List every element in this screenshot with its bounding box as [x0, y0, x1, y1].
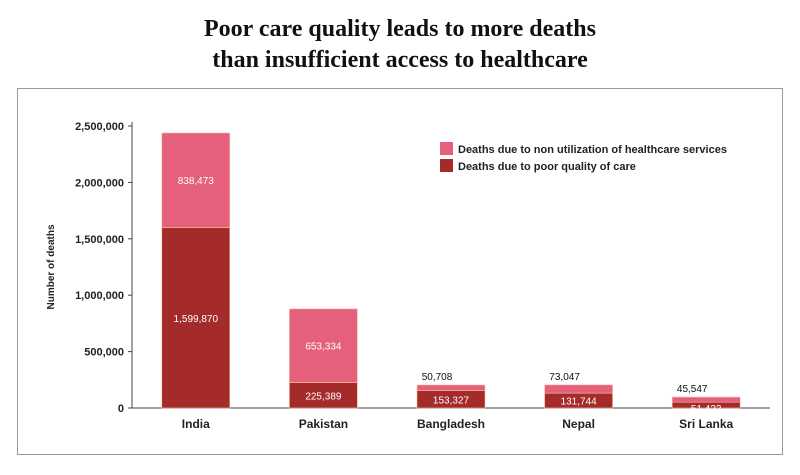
bar-segment	[161, 227, 231, 409]
y-tick-label: 2,500,000	[75, 121, 124, 133]
bar-value-label: 45,547	[677, 384, 708, 395]
bar-segment	[416, 384, 486, 392]
legend-label: Deaths due to poor quality of care	[458, 161, 636, 173]
y-tick-label: 2,000,000	[75, 177, 124, 189]
bar-segment	[289, 382, 358, 409]
chart-title: Poor care quality leads to more deaths t…	[0, 14, 800, 76]
y-tick-label: 500,000	[84, 347, 124, 359]
bar-value-label: 225,389	[305, 391, 342, 402]
x-category-label: India	[182, 417, 210, 431]
x-category-label: Bangladesh	[417, 417, 485, 431]
bar-value-label: 653,334	[305, 342, 342, 353]
bar-segment	[671, 396, 741, 403]
legend-swatch	[440, 142, 453, 155]
y-tick-label: 0	[118, 403, 124, 415]
bar-value-label: 50,708	[422, 372, 453, 383]
x-category-label: Nepal	[562, 417, 595, 431]
chart-title-line-2: than insufficient access to healthcare	[212, 47, 588, 73]
bar-segment	[544, 384, 613, 394]
y-tick-label: 1,000,000	[75, 290, 124, 302]
x-category-label: Sri Lanka	[679, 417, 733, 431]
bar-value-label: 838,473	[178, 176, 215, 187]
chart-frame	[17, 88, 783, 455]
y-tick-label: 1,500,000	[75, 234, 124, 246]
legend-label: Deaths due to non utilization of healthc…	[458, 144, 727, 156]
bar-value-label: 131,744	[561, 397, 598, 408]
bar-segment	[289, 308, 358, 383]
bar-value-label: 73,047	[549, 372, 580, 383]
bar-value-label: 1,599,870	[174, 314, 219, 325]
chart-title-line-1: Poor care quality leads to more deaths	[204, 16, 596, 42]
bar-value-label: 51,422	[691, 404, 722, 415]
y-axis-title: Number of deaths	[46, 224, 57, 309]
bar-value-label: 153,327	[433, 395, 470, 406]
bar-segment	[161, 132, 231, 228]
x-category-label: Pakistan	[299, 417, 348, 431]
legend-swatch	[440, 159, 453, 172]
